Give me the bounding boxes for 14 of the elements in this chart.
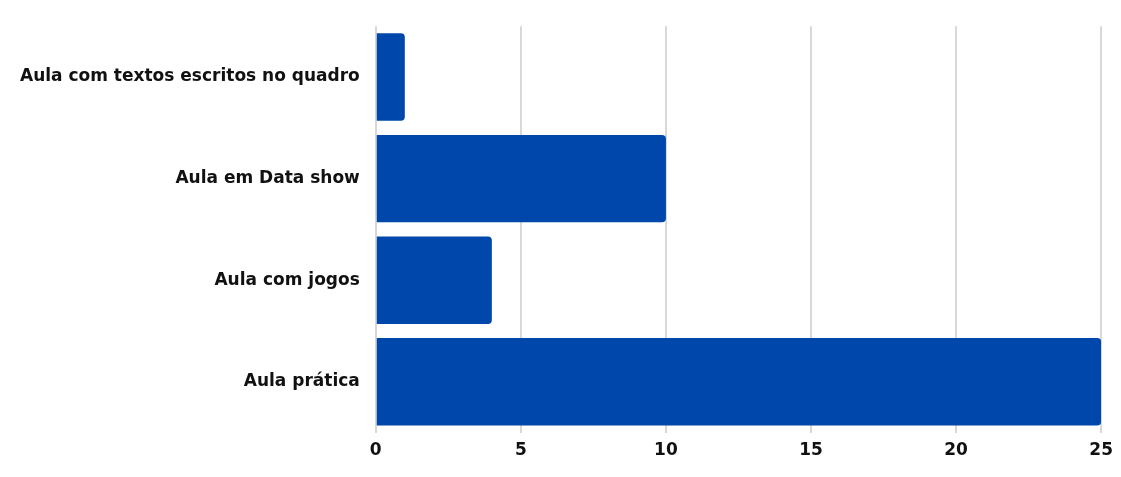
x-tick-label: 5 bbox=[514, 439, 527, 460]
bar bbox=[376, 134, 666, 223]
x-tick-label: 25 bbox=[1089, 439, 1114, 460]
y-tick-label: Aula prática bbox=[243, 370, 360, 391]
x-tick-label: 0 bbox=[369, 439, 382, 460]
x-tick-label: 15 bbox=[799, 439, 823, 460]
y-tick-label: Aula com jogos bbox=[214, 268, 360, 289]
x-tick-label: 20 bbox=[944, 439, 969, 460]
bar bbox=[376, 33, 405, 121]
bar bbox=[376, 236, 492, 324]
y-tick-label: Aula com textos escritos no quadro bbox=[19, 65, 360, 86]
x-tick-label: 10 bbox=[654, 439, 678, 460]
bar bbox=[376, 338, 1102, 426]
y-tick-label: Aula em Data show bbox=[175, 167, 361, 188]
